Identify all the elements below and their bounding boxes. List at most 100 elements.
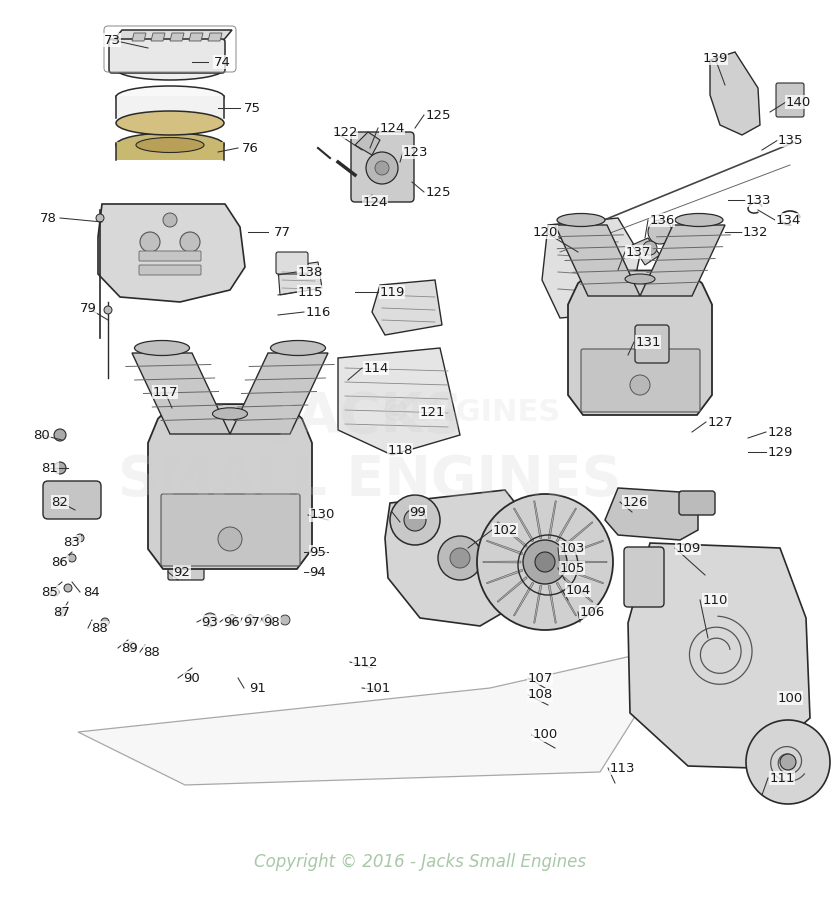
FancyBboxPatch shape: [161, 494, 300, 566]
Circle shape: [54, 429, 66, 441]
Polygon shape: [628, 543, 810, 768]
Polygon shape: [278, 262, 322, 295]
FancyBboxPatch shape: [168, 556, 204, 580]
Polygon shape: [556, 508, 576, 542]
Polygon shape: [563, 577, 593, 602]
Circle shape: [54, 462, 66, 474]
Text: 92: 92: [174, 565, 191, 579]
Polygon shape: [355, 132, 380, 155]
Text: 114: 114: [364, 361, 389, 375]
Text: 132: 132: [743, 225, 768, 239]
Circle shape: [163, 213, 177, 227]
Polygon shape: [208, 33, 222, 41]
Text: 134: 134: [775, 213, 801, 227]
Ellipse shape: [625, 274, 655, 284]
Text: 138: 138: [297, 266, 323, 278]
Text: 84: 84: [84, 586, 100, 598]
Text: 131: 131: [635, 335, 661, 349]
FancyBboxPatch shape: [109, 39, 225, 73]
Polygon shape: [486, 570, 522, 584]
Ellipse shape: [116, 133, 224, 157]
Text: Copyright © 2016 - Jacks Small Engines: Copyright © 2016 - Jacks Small Engines: [254, 853, 586, 871]
Circle shape: [140, 232, 160, 252]
Text: 124: 124: [362, 196, 388, 208]
Text: 136: 136: [649, 213, 675, 227]
Text: 106: 106: [580, 605, 605, 619]
Polygon shape: [710, 52, 760, 135]
Text: 104: 104: [565, 584, 591, 597]
Polygon shape: [78, 645, 680, 785]
Text: 83: 83: [64, 536, 81, 548]
Text: 133: 133: [745, 194, 771, 206]
Polygon shape: [549, 586, 556, 623]
Circle shape: [450, 548, 470, 568]
Polygon shape: [640, 225, 725, 296]
Ellipse shape: [116, 111, 224, 135]
Text: 97: 97: [244, 615, 260, 629]
Text: 82: 82: [51, 495, 68, 509]
Circle shape: [438, 536, 482, 580]
Text: 129: 129: [767, 446, 793, 458]
Polygon shape: [542, 218, 640, 318]
Polygon shape: [230, 353, 328, 434]
Text: 107: 107: [528, 672, 553, 684]
Circle shape: [643, 241, 657, 255]
Text: JACKS
SMALL ENGINES: JACKS SMALL ENGINES: [118, 390, 622, 507]
Circle shape: [375, 161, 389, 175]
Text: 128: 128: [767, 425, 793, 439]
Text: 81: 81: [41, 461, 59, 475]
Circle shape: [51, 588, 59, 596]
Polygon shape: [170, 33, 184, 41]
Polygon shape: [98, 204, 245, 302]
Circle shape: [203, 613, 217, 627]
FancyBboxPatch shape: [635, 325, 669, 363]
Polygon shape: [569, 561, 607, 563]
Text: 126: 126: [622, 495, 648, 509]
Polygon shape: [632, 238, 660, 265]
Text: 130: 130: [309, 509, 334, 521]
Text: 135: 135: [777, 134, 803, 146]
Ellipse shape: [270, 341, 326, 355]
Text: 111: 111: [769, 771, 795, 785]
Polygon shape: [132, 33, 146, 41]
Text: 117: 117: [152, 386, 178, 398]
Polygon shape: [372, 280, 442, 335]
Text: 87: 87: [54, 605, 71, 619]
Text: 93: 93: [202, 615, 218, 629]
Text: 96: 96: [223, 615, 240, 629]
Text: 113: 113: [609, 762, 635, 774]
Circle shape: [180, 232, 200, 252]
Text: 115: 115: [297, 285, 323, 299]
Text: 75: 75: [244, 101, 260, 115]
Text: 98: 98: [264, 615, 281, 629]
Circle shape: [404, 509, 426, 531]
Polygon shape: [483, 561, 521, 563]
Bar: [116, 142, 224, 160]
Ellipse shape: [213, 408, 248, 420]
Circle shape: [477, 494, 613, 630]
Text: 99: 99: [410, 506, 427, 518]
Polygon shape: [132, 353, 230, 434]
Circle shape: [390, 495, 440, 545]
Polygon shape: [338, 348, 460, 455]
Polygon shape: [605, 488, 698, 540]
Circle shape: [780, 754, 796, 770]
Polygon shape: [385, 490, 535, 626]
Text: 100: 100: [777, 692, 803, 704]
Text: 80: 80: [34, 429, 50, 441]
Text: 85: 85: [41, 586, 59, 598]
Text: 89: 89: [122, 641, 139, 655]
FancyBboxPatch shape: [139, 251, 201, 261]
Text: 73: 73: [103, 33, 120, 47]
Text: 140: 140: [785, 95, 811, 109]
Polygon shape: [189, 33, 203, 41]
Text: 101: 101: [365, 682, 391, 694]
Text: 116: 116: [305, 306, 331, 318]
Polygon shape: [567, 540, 603, 554]
Circle shape: [104, 306, 112, 314]
Polygon shape: [148, 405, 312, 569]
Ellipse shape: [116, 58, 224, 80]
Ellipse shape: [557, 213, 605, 227]
Ellipse shape: [134, 341, 190, 355]
Text: 79: 79: [80, 301, 97, 315]
